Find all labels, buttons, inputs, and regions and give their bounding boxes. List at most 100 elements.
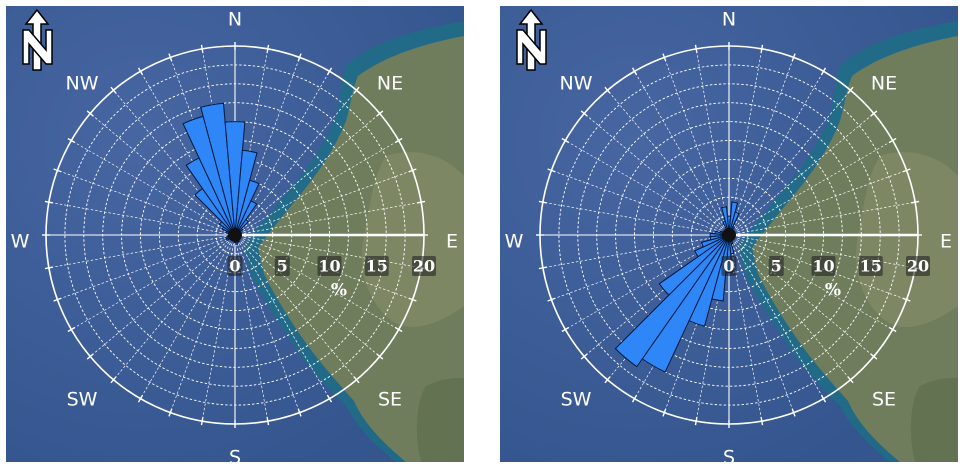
grid-spoke xyxy=(71,234,236,330)
wind-rose-panel-left: N NE E SE S SW W NW 0 5 10 15 20% xyxy=(6,6,464,462)
ring-tick xyxy=(266,417,270,426)
ring-tick xyxy=(44,266,53,270)
compass-labels: N NE E SE S SW W NW xyxy=(11,9,458,463)
scale-tick-label: 5 xyxy=(771,257,782,276)
ring-tick xyxy=(791,408,796,417)
ring-tick xyxy=(662,53,667,62)
wind-petal-240 xyxy=(694,234,730,258)
ring-tick xyxy=(888,137,897,144)
unit-label: % xyxy=(825,281,841,301)
ring-tick xyxy=(266,44,270,53)
ring-tick xyxy=(297,408,302,417)
ring-tick xyxy=(694,44,698,53)
ring-tick xyxy=(820,394,827,403)
ring-tick xyxy=(580,353,588,360)
scale-label-bg xyxy=(721,256,737,276)
grid-spoke xyxy=(234,234,399,330)
ring-tick xyxy=(408,168,417,173)
ring-tick xyxy=(376,353,384,360)
ring-tick xyxy=(67,137,76,144)
ring-tick xyxy=(137,67,144,76)
ring-tick xyxy=(760,44,764,53)
grid-spoke xyxy=(234,113,381,236)
ring-tick xyxy=(820,67,827,76)
ring-tick xyxy=(417,200,426,204)
ring-tick xyxy=(86,353,94,360)
scale-label-bg xyxy=(412,256,436,276)
wind-petal-350 xyxy=(721,206,730,236)
scale-label-bg xyxy=(906,256,930,276)
ring-tick xyxy=(67,326,76,333)
grid-spoke xyxy=(234,170,413,236)
grid-spoke xyxy=(728,234,824,399)
wind-rose-left: N NE E SE S SW W NW 0 5 10 15 20% xyxy=(6,6,464,462)
compass-label-e: E xyxy=(446,231,458,253)
grid-spoke xyxy=(234,234,381,357)
ring-tick xyxy=(631,394,638,403)
ring-tick xyxy=(394,326,403,333)
grid-spoke xyxy=(728,71,824,236)
compass-label-se: SE xyxy=(872,389,896,411)
grid-spoke xyxy=(728,170,907,236)
scale-tick-label: 0 xyxy=(229,257,240,276)
scale-labels: 0 5 10 15 20 xyxy=(227,256,436,276)
ring-tick xyxy=(547,297,556,302)
grid-spoke xyxy=(57,170,236,236)
land-texture xyxy=(856,152,958,327)
scale-label-bg xyxy=(227,256,243,276)
ring-tick xyxy=(631,67,638,76)
ring-tick xyxy=(44,200,53,204)
unit-label: % xyxy=(331,281,347,301)
ring-tick xyxy=(888,326,897,333)
scale-label-bg xyxy=(858,256,883,276)
scale-tick-label: 15 xyxy=(860,257,882,276)
scale-tick-label: 15 xyxy=(366,257,388,276)
wind-petal-0 xyxy=(224,121,246,236)
scale-label-bg xyxy=(317,256,342,276)
ring-tick xyxy=(911,200,920,204)
grid-spoke xyxy=(728,89,851,236)
wind-petal-220 xyxy=(614,234,730,368)
ring-tick xyxy=(547,168,556,173)
ring-tick xyxy=(326,67,333,76)
compass-label-n: N xyxy=(228,9,242,31)
grid-spoke xyxy=(234,234,300,413)
grid-spoke xyxy=(728,234,893,330)
ring-tick xyxy=(580,110,588,117)
center-dot xyxy=(228,228,242,242)
grid-spoke xyxy=(234,234,422,269)
ring-tick xyxy=(604,376,611,384)
ring-tick xyxy=(902,168,911,173)
ring-tick xyxy=(870,353,878,360)
scale-label-bg xyxy=(364,256,389,276)
grid-spoke xyxy=(551,234,730,300)
compass-label-w: W xyxy=(11,231,30,253)
center-dot xyxy=(722,228,736,242)
grid-spoke xyxy=(234,89,357,236)
ring-tick xyxy=(53,168,62,173)
compass-label-n: N xyxy=(722,9,736,31)
compass-label-s: S xyxy=(229,447,241,463)
land-texture xyxy=(416,377,464,462)
ring-tick xyxy=(604,86,611,94)
compass-label-nw: NW xyxy=(66,73,99,95)
ring-tick xyxy=(561,137,570,144)
grid-spoke xyxy=(634,71,730,236)
grid-spoke xyxy=(234,201,422,236)
compass-label-nw: NW xyxy=(560,73,593,95)
grid-spoke xyxy=(551,170,730,236)
scale-label-bg xyxy=(274,256,290,276)
ring-tick xyxy=(376,110,384,117)
grid-spoke xyxy=(57,234,236,300)
land-texture xyxy=(362,152,464,327)
map-background xyxy=(500,6,958,462)
north-arrow-icon xyxy=(22,8,53,71)
ring-tick xyxy=(326,394,333,403)
grid-spoke xyxy=(89,234,236,357)
land-area xyxy=(752,36,958,462)
ring-tick xyxy=(353,86,360,94)
ring-tick xyxy=(408,297,417,302)
ring-tick xyxy=(297,53,302,62)
ring-tick xyxy=(870,110,878,117)
ring-tick xyxy=(353,376,360,384)
